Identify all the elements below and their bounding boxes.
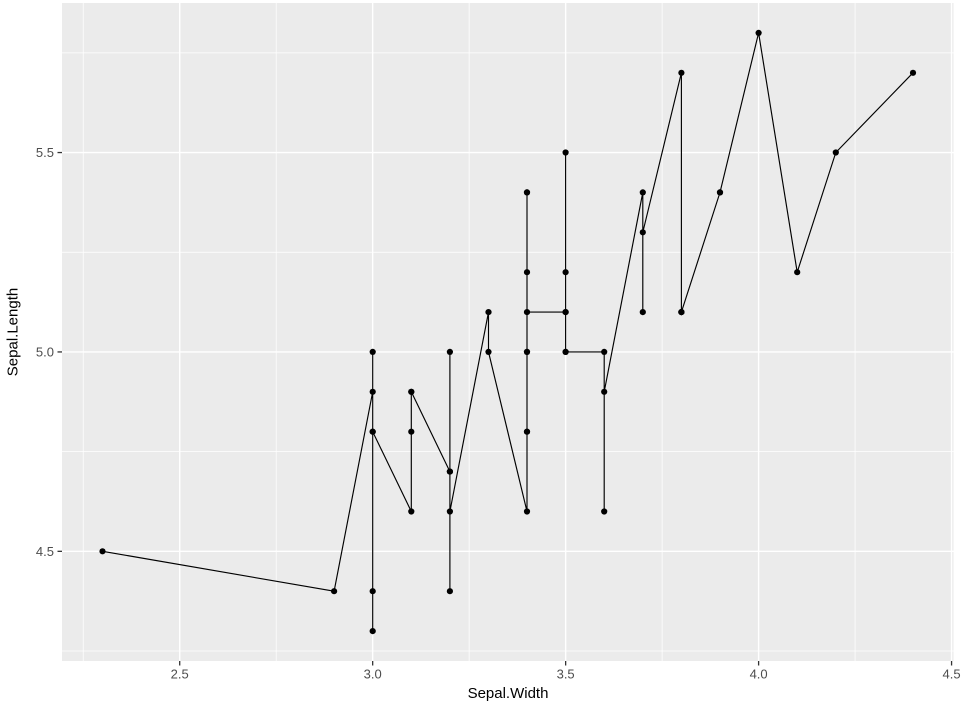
data-point [369,348,376,355]
data-point [601,388,608,395]
data-point [562,348,569,355]
data-point [639,229,646,236]
data-point [523,428,531,435]
y-tick-label: 5.0 [36,344,54,359]
data-point [678,309,685,316]
x-axis-title: Sepal.Width [467,685,549,702]
data-point [523,269,531,276]
data-point [794,269,801,276]
data-point [639,189,646,196]
data-point [523,348,531,355]
y-tick-label: 5.5 [36,145,54,160]
data-point [601,508,608,515]
data-point [523,309,531,316]
x-tick-label: 3.0 [364,667,382,682]
data-point [562,149,569,156]
plot-panel [62,3,954,661]
data-point [408,508,415,515]
data-point [678,69,685,76]
data-point [485,309,492,316]
data-point [446,588,453,595]
x-tick-label: 3.5 [557,667,575,682]
data-point [408,388,415,395]
data-point [369,628,376,635]
data-point [369,428,376,435]
data-point [369,388,376,395]
data-point [408,428,415,435]
data-point [909,69,917,76]
x-tick-label: 4.0 [750,667,768,682]
data-point [331,588,338,595]
data-point [562,309,569,316]
data-point [446,348,453,355]
data-point [832,149,839,156]
y-axis-title: Sepal.Length [4,287,22,377]
data-point [523,508,531,515]
data-point [755,29,762,36]
data-point [523,189,531,196]
data-point [601,348,608,355]
data-point [446,468,453,475]
x-tick-label: 2.5 [171,667,189,682]
data-point [562,269,569,276]
data-point [446,508,453,515]
data-point [639,309,646,316]
y-tick-label: 4.5 [36,544,54,559]
x-tick-label: 4.5 [943,667,961,682]
data-point [369,588,376,595]
data-point [485,348,492,355]
data-point [716,189,724,196]
data-point [99,548,106,555]
